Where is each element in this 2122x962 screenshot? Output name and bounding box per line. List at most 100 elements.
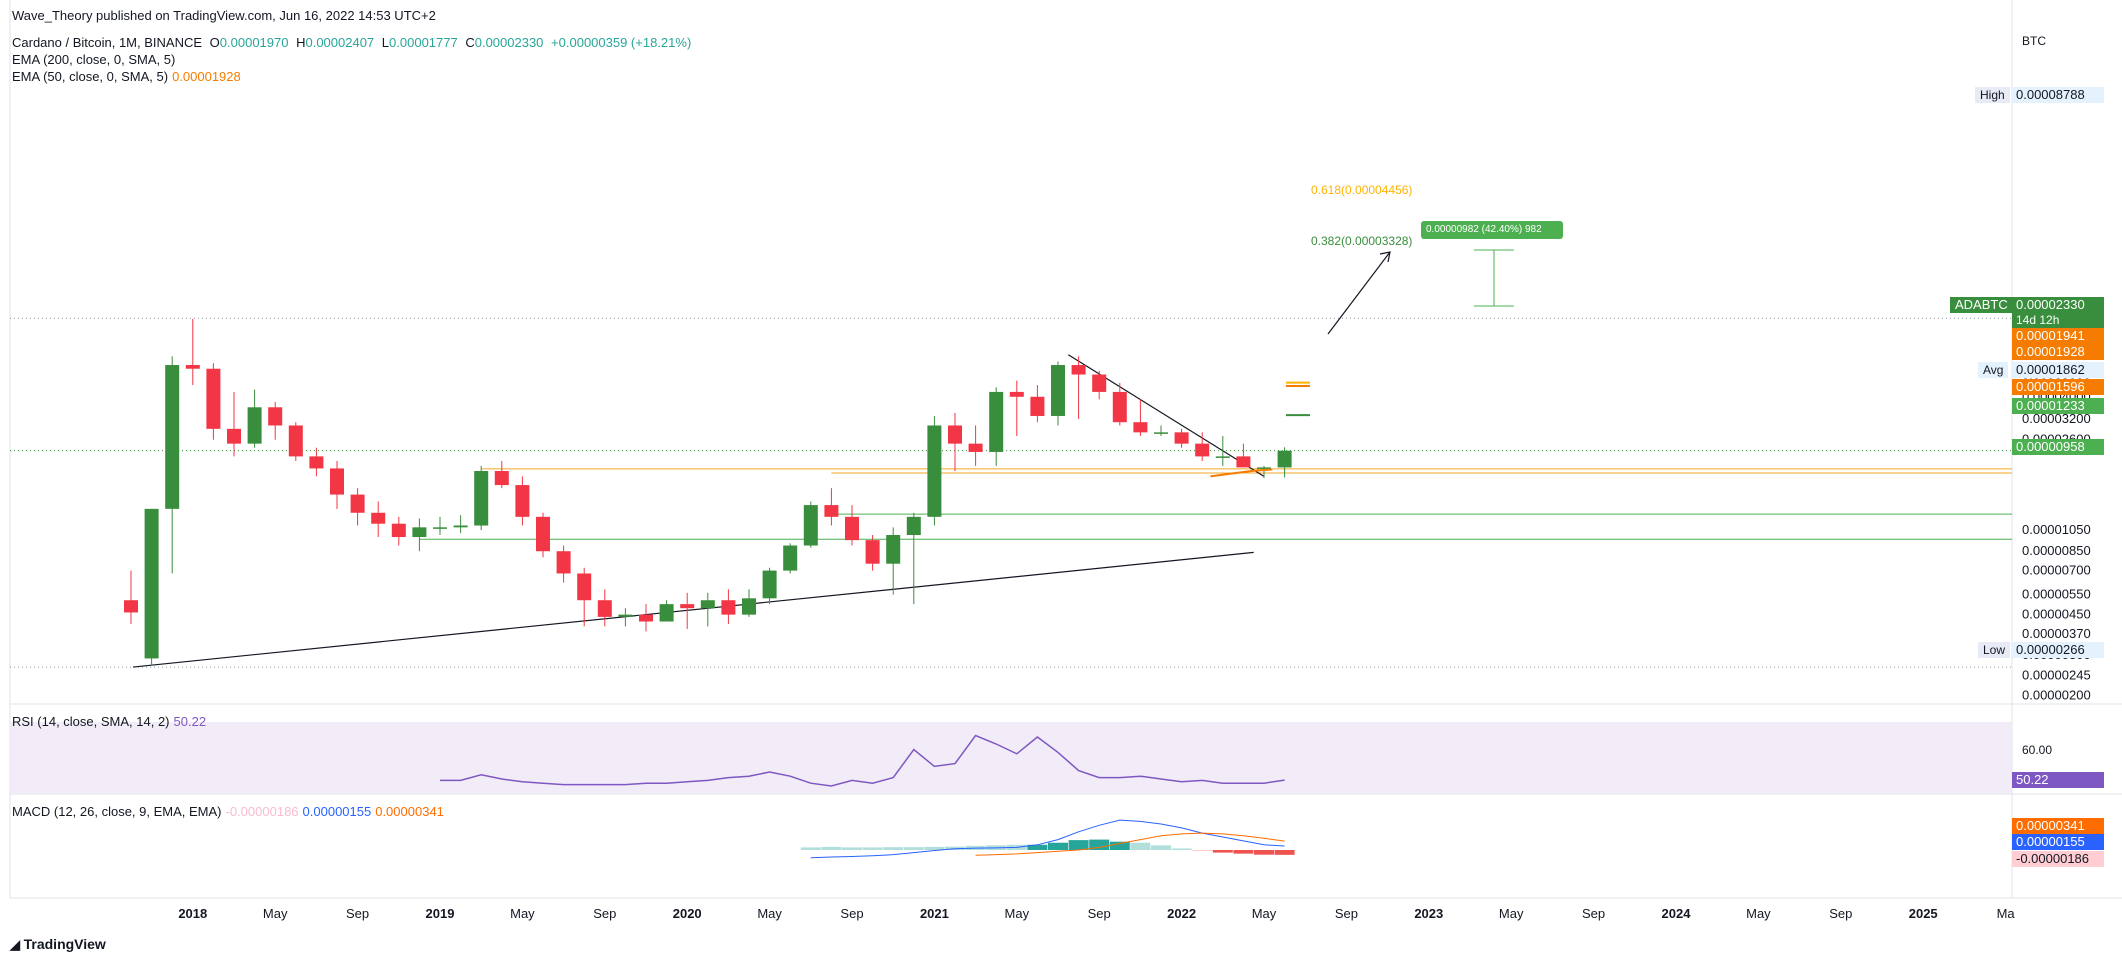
rsi-level-label: 60.00	[2022, 743, 2053, 757]
rising-trendline	[132, 551, 1254, 668]
projection-arrowhead	[1379, 251, 1391, 263]
candle-body	[659, 604, 674, 622]
macd-label: MACD (12, 26, close, 9, EMA, EMA)	[12, 804, 222, 819]
time-axis-tick: 2022	[1167, 906, 1196, 921]
support2-tag: 0.00000958	[2012, 439, 2104, 455]
rsi-band	[10, 722, 2012, 794]
candle-body	[268, 407, 283, 426]
price-axis-tick: 0.00000850	[2022, 543, 2091, 558]
candle-body	[927, 425, 942, 517]
time-axis-tick: May	[1005, 906, 1030, 921]
candle-body	[330, 468, 344, 495]
candle-body	[1154, 432, 1168, 434]
macd-histogram-bar	[1130, 842, 1151, 850]
candle-body	[1092, 374, 1107, 392]
macd-histogram-bar	[1254, 850, 1274, 855]
publisher-line: Wave_Theory published on TradingView.com…	[12, 8, 440, 23]
macd-histogram-bar	[1274, 850, 1295, 855]
ema50-value: 0.00001928	[172, 69, 241, 84]
last-price-tag: 0.00002330	[2012, 297, 2104, 313]
price-range-measure[interactable]: 0.00000982 (42.40%) 982	[1421, 221, 1563, 239]
time-axis-tick: May	[510, 906, 535, 921]
rsi-value: 50.22	[173, 714, 207, 729]
candle-body	[742, 598, 756, 615]
candle-body	[1030, 396, 1045, 416]
time-axis-tick: Sep	[593, 906, 616, 921]
candle-body	[1071, 365, 1086, 375]
low-price-tag: 0.00000266	[2012, 642, 2104, 658]
falling-trendline	[1067, 354, 1265, 477]
macd-histogram-bar	[800, 847, 821, 850]
symbol-tag: ADABTC	[1950, 297, 2013, 313]
time-axis-tick: 2023	[1414, 906, 1443, 921]
candle-body	[762, 570, 777, 599]
ema50-tag: 0.00001928	[2012, 344, 2104, 360]
tv-logo-icon: ◢	[10, 937, 24, 952]
candle-body	[721, 600, 736, 615]
time-axis-tick: May	[263, 906, 288, 921]
macd-line-tag: 0.00000155	[2012, 834, 2104, 850]
price-axis-tick: 0.00000550	[2022, 587, 2091, 602]
tradingview-brand: TradingView	[23, 936, 106, 952]
ema50-legend[interactable]: EMA (50, close, 0, SMA, 5) 0.00001928	[12, 69, 245, 84]
macd-legend[interactable]: MACD (12, 26, close, 9, EMA, EMA) -0.0000…	[12, 804, 448, 819]
candle-body	[494, 471, 509, 486]
macd-histogram-bar	[1192, 850, 1213, 852]
symbol-title[interactable]: Cardano / Bitcoin, 1M, BINANCE	[12, 35, 203, 50]
high-label: H	[296, 35, 306, 50]
candle-body	[1215, 456, 1230, 458]
countdown-tag: 14d 12h	[2012, 312, 2104, 328]
macd-histogram-bar	[1068, 840, 1089, 850]
candle-body	[556, 551, 571, 574]
candle-body	[1112, 391, 1127, 423]
candle-body	[124, 600, 138, 613]
candle-body	[165, 365, 180, 509]
time-axis-tick: Sep	[1335, 906, 1358, 921]
high-value: 0.00002407	[305, 35, 375, 50]
level2-tag: 0.00001596	[2012, 379, 2104, 395]
macd-line-value: 0.00000155	[302, 804, 372, 819]
level1-tag: 0.00001941	[2012, 328, 2104, 344]
time-axis-tick: Sep	[1582, 906, 1605, 921]
ema200-legend[interactable]: EMA (200, close, 0, SMA, 5)	[12, 52, 179, 67]
projection-arrow	[1327, 251, 1391, 335]
rsi-legend[interactable]: RSI (14, close, SMA, 14, 2) 50.22	[12, 714, 210, 729]
macd-line	[810, 819, 1285, 859]
candle-body	[371, 512, 386, 524]
candle-body	[433, 527, 447, 529]
macd-histogram-bar	[842, 847, 862, 850]
publisher-text: Wave_Theory published on TradingView.com…	[12, 8, 436, 23]
support1-tag: 0.00001233	[2012, 398, 2104, 414]
time-axis-tick: 2018	[178, 906, 207, 921]
time-axis-tick: 2020	[673, 906, 702, 921]
price-axis-tick: 0.00000245	[2022, 667, 2091, 682]
candle-body	[1236, 456, 1251, 468]
time-axis-tick: 2021	[920, 906, 949, 921]
time-axis-tick: 2024	[1662, 906, 1692, 921]
macd-signal-value: 0.00000341	[375, 804, 444, 819]
candle-body	[1051, 365, 1065, 416]
fib-618-label[interactable]: 0.618(0.00004456)	[1311, 183, 1413, 197]
time-axis-tick: May	[757, 906, 782, 921]
candle-body	[412, 527, 427, 538]
time-axis-tick: May	[1499, 906, 1524, 921]
candle-body	[783, 545, 798, 571]
candle-body	[577, 573, 592, 601]
fib-382-label[interactable]: 0.382(0.00003328)	[1311, 234, 1413, 248]
price-axis-tick: 0.00000200	[2022, 688, 2091, 703]
open-label: O	[209, 35, 220, 50]
macd-histogram-bar	[1151, 845, 1171, 850]
time-axis-tick: Sep	[1088, 906, 1111, 921]
time-axis-tick: 2019	[426, 906, 455, 921]
tradingview-logo[interactable]: ◢ TradingView	[10, 936, 106, 953]
macd-histogram-bar	[821, 846, 842, 850]
macd-signal-tag: 0.00000341	[2012, 818, 2104, 834]
candle-body	[1257, 467, 1271, 469]
candle-body	[536, 516, 550, 552]
candle-body	[948, 425, 962, 444]
macd-histogram-bar	[862, 847, 883, 850]
candle-body	[700, 600, 715, 609]
macd-histogram-bar	[1089, 839, 1110, 850]
macd-histogram-bar	[1171, 848, 1192, 850]
candle-body	[453, 525, 468, 528]
